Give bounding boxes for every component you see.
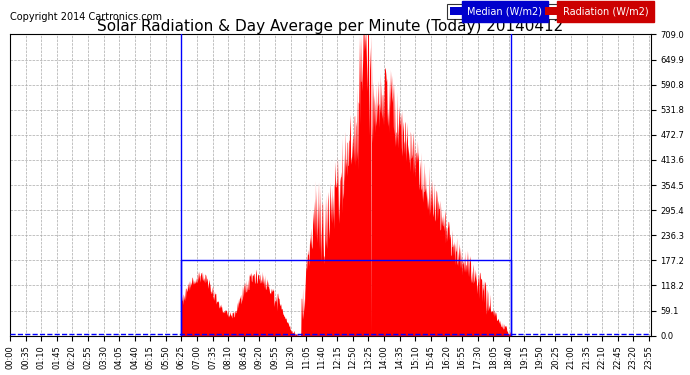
Title: Solar Radiation & Day Average per Minute (Today) 20140412: Solar Radiation & Day Average per Minute… [97, 20, 564, 34]
Legend: Median (W/m2), Radiation (W/m2): Median (W/m2), Radiation (W/m2) [447, 4, 651, 19]
Text: Copyright 2014 Cartronics.com: Copyright 2014 Cartronics.com [10, 12, 162, 22]
Bar [181, 260, 511, 336]
